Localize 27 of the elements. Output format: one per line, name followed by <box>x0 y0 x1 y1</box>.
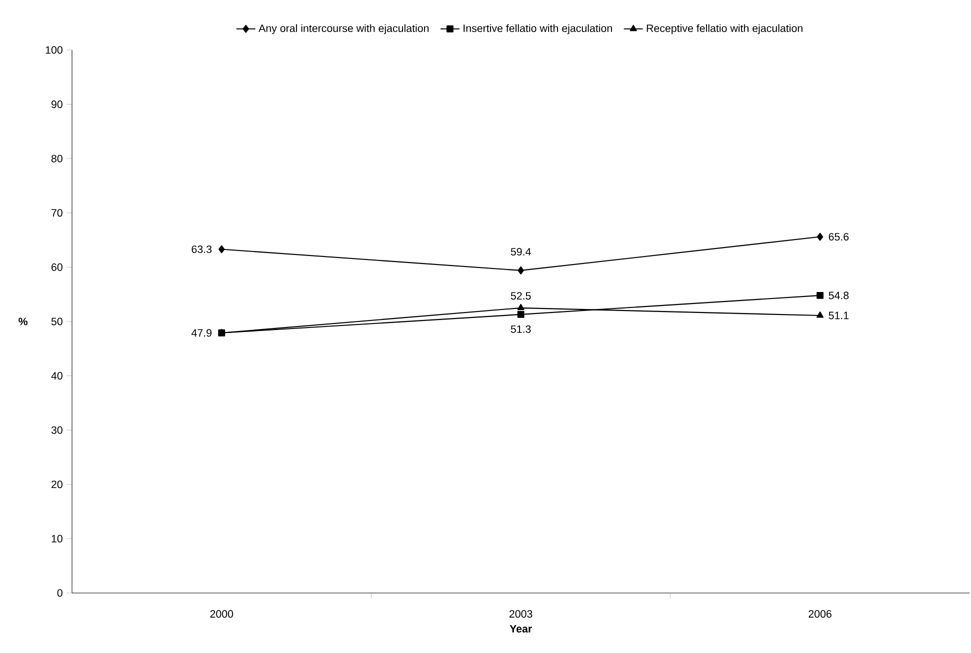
y-tick-label: 0 <box>57 589 62 597</box>
y-tick-label: 80 <box>51 154 62 162</box>
data-label: 47.9 <box>192 329 212 337</box>
y-tick-label: 100 <box>46 46 62 54</box>
legend-label: Any oral intercourse with ejaculation <box>258 24 429 34</box>
y-tick-label: 30 <box>51 426 62 434</box>
x-tick-label: 2006 <box>808 610 832 618</box>
y-tick-label: 20 <box>52 480 62 488</box>
x-axis-title: Year <box>510 625 532 633</box>
y-axis-title: % <box>18 318 28 326</box>
y-tick-label: 90 <box>51 100 62 108</box>
data-label: 54.8 <box>828 292 849 300</box>
data-label: 59.4 <box>510 248 531 256</box>
y-tick-label: 10 <box>52 534 62 542</box>
data-label: 51.1 <box>828 312 849 320</box>
y-tick-label: 70 <box>52 209 62 217</box>
data-label: 52.5 <box>510 292 531 300</box>
legend-label: Insertive fellatio with ejaculation <box>464 24 612 34</box>
data-label: 63.3 <box>192 246 212 254</box>
x-tick-label: 2003 <box>510 610 532 618</box>
y-tick-label: 40 <box>51 372 62 380</box>
legend-label: Receptive fellatio with ejaculation <box>646 24 802 34</box>
data-label: 51.3 <box>510 325 531 333</box>
data-label: 65.6 <box>828 233 849 241</box>
y-tick-label: 50 <box>51 318 62 326</box>
x-tick-label: 2000 <box>210 610 234 618</box>
y-tick-label: 60 <box>52 263 62 271</box>
